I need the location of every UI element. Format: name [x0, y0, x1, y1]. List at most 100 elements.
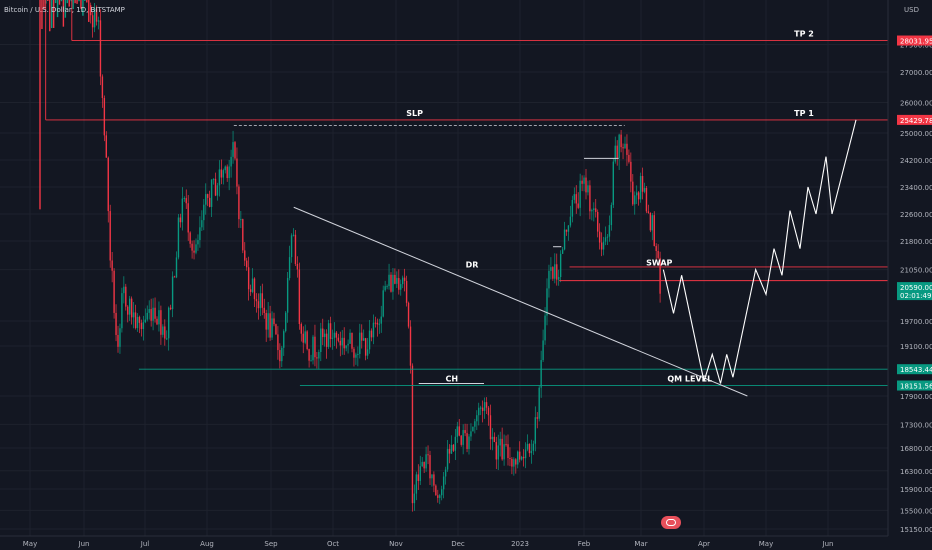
- y-tick-label: 27000.00: [900, 69, 932, 77]
- candle-body: [524, 449, 527, 459]
- annotation-label: SWAP: [646, 259, 672, 268]
- candle-body: [559, 253, 562, 278]
- candle-body: [121, 293, 123, 329]
- x-tick-label: May: [759, 540, 773, 548]
- x-tick-label: Mar: [634, 540, 647, 548]
- candle-body: [267, 313, 269, 330]
- candle-body: [374, 322, 377, 324]
- candle-body: [314, 336, 316, 358]
- candle-body: [485, 402, 488, 408]
- candle-body: [487, 407, 490, 416]
- candle-body: [585, 177, 587, 193]
- candle-body: [275, 324, 277, 335]
- candle-body: [325, 333, 328, 347]
- candle-body: [630, 161, 632, 182]
- price-label: 18543.44: [900, 366, 932, 374]
- candle-body: [158, 310, 160, 325]
- candle-body: [444, 469, 447, 477]
- candle-body: [472, 426, 474, 432]
- candle-body: [269, 313, 271, 338]
- candle-body: [563, 229, 566, 250]
- candle-body: [579, 180, 581, 208]
- candle-body: [481, 407, 484, 411]
- candle-body: [52, 0, 55, 28]
- candle-body: [587, 185, 589, 193]
- candle-body: [370, 330, 373, 338]
- candle-body: [427, 454, 429, 456]
- candle-body: [493, 436, 496, 443]
- candle-body: [575, 194, 577, 204]
- candle-body: [185, 198, 187, 204]
- candle-body: [294, 234, 297, 264]
- candle-body: [281, 347, 283, 362]
- candle-body: [214, 178, 217, 196]
- candle-body: [421, 461, 423, 467]
- candle-body: [643, 188, 646, 192]
- price-label: 28031.95: [900, 38, 932, 46]
- candle-body: [589, 185, 591, 212]
- candle-body: [322, 328, 324, 338]
- candle-body: [431, 474, 433, 479]
- candle-body: [520, 456, 523, 460]
- x-tick-label: May: [23, 540, 37, 548]
- candle-body: [583, 177, 585, 184]
- y-tick-label: 26000.00: [900, 100, 932, 108]
- chart-drawings[interactable]: TP 2 TP 1 SLP DR SWAP CH QM LEVEL: [45, 0, 888, 397]
- candle-body: [273, 318, 275, 325]
- candle-body: [152, 307, 154, 321]
- candle-body: [558, 277, 560, 280]
- candle-body: [476, 415, 478, 422]
- candle-body: [628, 154, 630, 162]
- candle-body: [542, 340, 544, 361]
- y-tick-label: 16300.00: [900, 468, 932, 476]
- candle-body: [238, 186, 240, 220]
- candle-body: [70, 0, 72, 2]
- candle-body: [265, 312, 267, 330]
- candle-body: [107, 157, 109, 212]
- candle-body: [341, 337, 343, 346]
- y-tick-label: 23400.00: [900, 184, 932, 192]
- candle-body: [345, 345, 347, 349]
- dr-trendline[interactable]: [293, 206, 748, 397]
- y-tick-label: 16800.00: [900, 445, 932, 453]
- candle-body: [164, 326, 166, 339]
- candle-body: [634, 195, 636, 205]
- projection-path[interactable]: [662, 119, 857, 384]
- candle-body: [403, 277, 406, 281]
- candle-body: [620, 134, 622, 148]
- candle-body: [134, 312, 137, 329]
- candle-body: [117, 335, 119, 347]
- candle-body: [378, 323, 380, 325]
- candle-body: [448, 448, 451, 454]
- candle-body: [618, 134, 620, 159]
- candle-body: [655, 246, 657, 251]
- candle-body: [288, 257, 291, 279]
- candle-body: [390, 274, 392, 292]
- candle-body: [604, 237, 607, 242]
- annotation-label: QM LEVEL: [667, 375, 712, 384]
- candle-body: [478, 407, 480, 416]
- y-tick-label: 24200.00: [900, 157, 932, 165]
- candle-body: [511, 458, 513, 467]
- candle-body: [388, 274, 390, 287]
- candle-body: [405, 280, 408, 303]
- candle-body: [363, 338, 365, 341]
- candle-body: [207, 194, 209, 198]
- candle-body: [132, 312, 135, 318]
- candle-body: [103, 98, 106, 136]
- candle-body: [503, 444, 505, 460]
- candle-body: [244, 250, 246, 261]
- candle-body: [298, 269, 301, 325]
- candle-body: [277, 334, 279, 351]
- candle-body: [68, 0, 70, 7]
- candle-body: [626, 143, 628, 155]
- candle-body: [556, 264, 558, 280]
- candle-body: [136, 316, 139, 329]
- price-label: 25429.78: [900, 117, 932, 125]
- candle-body: [454, 436, 457, 451]
- candle-body: [246, 260, 248, 268]
- candle-body: [411, 365, 414, 504]
- candle-body: [522, 456, 525, 459]
- candle-body: [540, 360, 542, 388]
